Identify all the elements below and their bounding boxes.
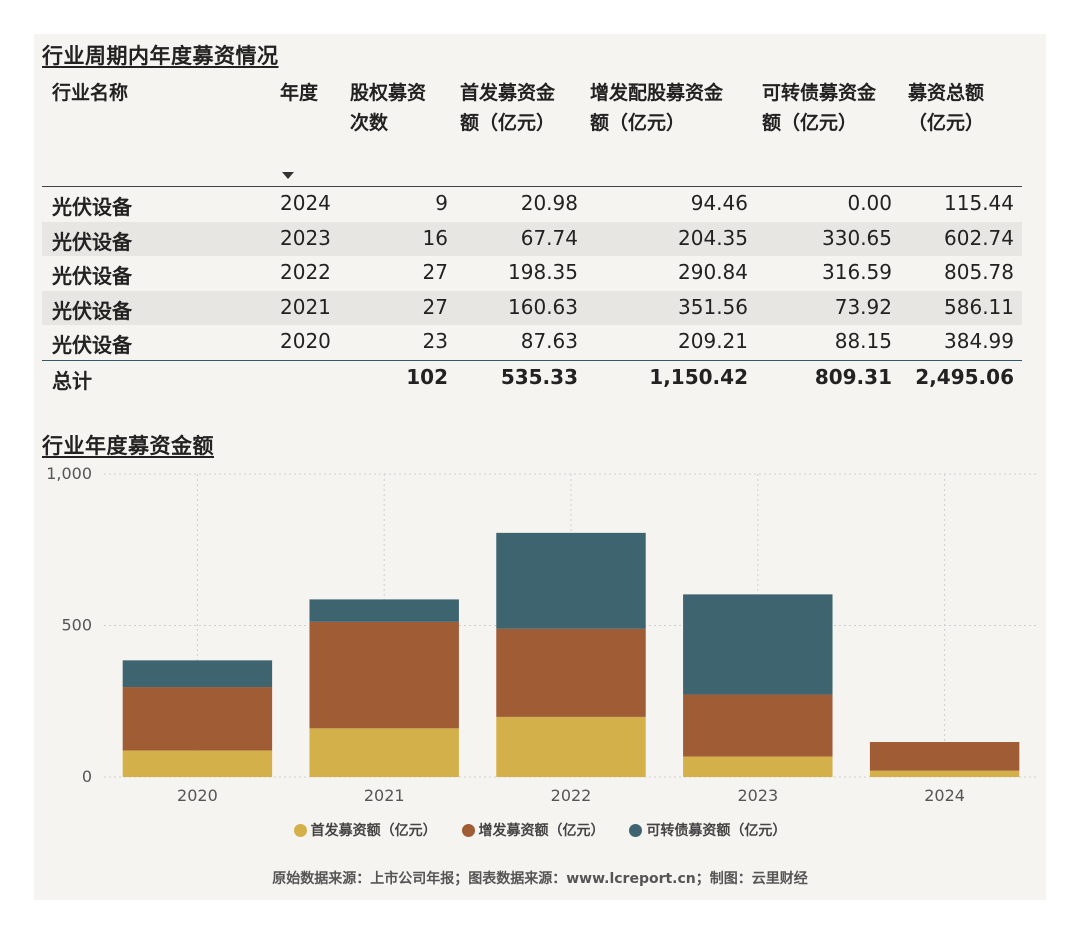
bar-segment-2 — [683, 694, 833, 757]
row-value: 27 — [422, 294, 448, 319]
legend-item-ipo[interactable]: 首发募资额（亿元） — [293, 820, 437, 840]
row-value: 9 — [435, 191, 448, 215]
bar-segment-3 — [683, 594, 833, 695]
total-sum: 2,495.06 — [915, 365, 1014, 389]
header-placement-amount: 增发配股募资金 额（亿元） — [590, 82, 724, 134]
table-row: 光伏设备 2024 9 20.98 94.46 0.00 115.44 — [42, 187, 1022, 222]
row-value: 115.44 — [944, 191, 1014, 215]
row-year: 2024 — [280, 191, 331, 215]
row-value: 384.99 — [944, 329, 1014, 353]
total-count: 102 — [406, 365, 448, 389]
row-value: 94.46 — [690, 191, 748, 215]
legend-label-placement: 增发募资额（亿元） — [478, 823, 605, 839]
row-year: 2022 — [280, 260, 331, 284]
y-tick-label: 0 — [82, 767, 92, 786]
bar-segment-1 — [496, 716, 646, 777]
bar-segment-2 — [122, 687, 273, 751]
row-value: 67.74 — [520, 225, 578, 250]
table-header: 行业名称 年度 股权募资 次数 首发募资金 额（亿元） 增发配股募资金 额（亿元… — [42, 76, 1022, 187]
row-value: 160.63 — [508, 294, 578, 319]
header-convertible-amount: 可转债募资金 额（亿元） — [762, 82, 877, 134]
legend-dot-icon — [461, 824, 475, 837]
chart-title: 行业年度募资金额 — [42, 434, 214, 458]
total-divider — [42, 359, 1022, 361]
total-convertible: 809.31 — [814, 365, 892, 389]
funding-table: 行业名称 年度 股权募资 次数 首发募资金 额（亿元） 增发配股募资金 额（亿元… — [42, 76, 1022, 396]
bar-segment-1 — [122, 750, 273, 777]
table-row: 光伏设备 2021 27 160.63 351.56 73.92 586.11 — [42, 290, 1022, 325]
legend-dot-icon — [293, 824, 307, 837]
row-value: 73.92 — [834, 294, 892, 319]
bar-segment-1 — [869, 770, 1020, 777]
header-ipo-amount: 首发募资金 额（亿元） — [460, 82, 556, 134]
total-ipo: 535.33 — [500, 365, 578, 389]
table-title: 行业周期内年度募资情况 — [42, 44, 279, 68]
stacked-bar-chart: 0 500 1,000 2020 2021 2022 2023 2024 — [46, 464, 1038, 805]
row-value: 198.35 — [508, 260, 578, 284]
table-row: 光伏设备 2022 27 198.35 290.84 316.59 805.78 — [42, 256, 1022, 291]
row-value: 27 — [422, 260, 448, 284]
legend-label-ipo: 首发募资额（亿元） — [310, 823, 437, 839]
bar-segment-2 — [309, 621, 459, 729]
x-tick-label: 2021 — [364, 786, 405, 805]
row-industry: 光伏设备 — [52, 333, 132, 357]
bar-segment-1 — [683, 756, 833, 777]
row-year: 2023 — [280, 225, 331, 250]
row-value: 88.15 — [834, 329, 892, 353]
total-label: 总计 — [52, 369, 92, 393]
row-value: 23 — [422, 329, 448, 353]
header-equity-count: 股权募资 次数 — [350, 82, 427, 134]
y-tick-label: 1,000 — [46, 464, 92, 483]
total-row: 总计 102 535.33 1,150.42 809.31 2,495.06 — [42, 361, 1022, 396]
bar-segment-1 — [309, 728, 459, 777]
row-value: 805.78 — [944, 260, 1014, 284]
row-value: 20.98 — [520, 191, 578, 215]
row-value: 316.59 — [822, 260, 892, 284]
table-row: 光伏设备 2020 23 87.63 209.21 88.15 384.99 — [42, 325, 1022, 360]
row-value: 209.21 — [678, 329, 748, 353]
row-value: 351.56 — [678, 294, 748, 319]
table-row: 光伏设备 2023 16 67.74 204.35 330.65 602.74 — [42, 221, 1022, 256]
row-value: 586.11 — [944, 294, 1014, 319]
row-industry: 光伏设备 — [52, 229, 132, 254]
y-tick-label: 500 — [61, 616, 92, 635]
bar-segment-3 — [496, 532, 646, 629]
x-tick-label: 2022 — [551, 786, 592, 805]
row-value: 87.63 — [520, 329, 578, 353]
total-placement: 1,150.42 — [649, 365, 748, 389]
sort-desc-icon[interactable] — [282, 172, 294, 179]
row-value: 290.84 — [678, 260, 748, 284]
report-panel: 行业周期内年度募资情况 行业名称 年度 股权募资 次数 首发募资金 额（亿元） … — [34, 34, 1046, 900]
legend-dot-icon — [629, 824, 643, 837]
data-source-note: 原始数据来源：上市公司年报；图表数据来源：www.lcreport.cn；制图：… — [272, 871, 808, 887]
row-industry: 光伏设备 — [52, 195, 132, 219]
x-tick-label: 2020 — [177, 786, 218, 805]
row-value: 16 — [422, 225, 448, 250]
x-tick-label: 2024 — [924, 786, 965, 805]
row-value: 204.35 — [678, 225, 748, 250]
row-year: 2020 — [280, 329, 331, 353]
x-tick-label: 2023 — [737, 786, 778, 805]
bar-segment-3 — [122, 660, 273, 688]
legend-label-convertible: 可转债募资额（亿元） — [646, 823, 787, 839]
row-value: 0.00 — [847, 191, 892, 215]
row-industry: 光伏设备 — [52, 264, 132, 288]
header-divider — [42, 186, 1022, 187]
row-value: 330.65 — [822, 225, 892, 250]
legend-item-placement[interactable]: 增发募资额（亿元） — [461, 820, 605, 840]
row-year: 2021 — [280, 294, 331, 319]
header-total-amount: 募资总额 （亿元） — [908, 82, 985, 134]
row-industry: 光伏设备 — [52, 298, 132, 323]
bar-segment-2 — [869, 742, 1020, 771]
chart-legend: 首发募资额（亿元） 增发募资额（亿元） 可转债募资额（亿元） — [34, 820, 1046, 840]
header-industry: 行业名称 — [52, 82, 129, 104]
row-value: 602.74 — [944, 225, 1014, 250]
bar-segment-3 — [309, 599, 459, 622]
header-year[interactable]: 年度 — [280, 82, 319, 104]
legend-item-convertible[interactable]: 可转债募资额（亿元） — [629, 820, 786, 840]
bar-segment-2 — [496, 628, 646, 717]
